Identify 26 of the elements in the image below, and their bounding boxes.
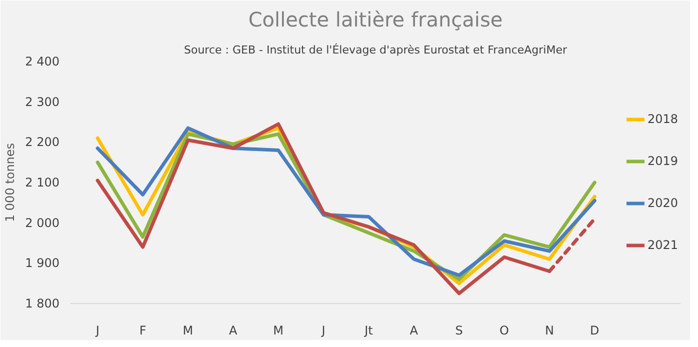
x-tick-label: A (410, 324, 419, 338)
y-tick-label: 1 800 (25, 296, 60, 310)
x-tick-label: J (320, 324, 326, 338)
x-tick-label: N (544, 324, 554, 338)
y-tick-label: 2 200 (25, 135, 60, 150)
y-tick-label: 2 000 (25, 216, 60, 230)
y-tick-label: 2 300 (25, 94, 60, 109)
y-tick-label: 2 400 (25, 54, 60, 68)
x-tick-label: M (182, 324, 194, 338)
y-axis-title: 1 000 tonnes (3, 142, 18, 222)
legend-label: 2021 (647, 238, 678, 252)
x-tick-label: S (455, 324, 463, 338)
x-tick-label: D (590, 324, 600, 338)
x-tick-label: Jt (364, 324, 374, 338)
source-note: Source : GEB - Institut de l'Élevage d'après Eurostat et FranceAgriMer (184, 42, 568, 56)
legend-label: 2019 (647, 154, 678, 168)
x-tick-label: F (139, 324, 146, 338)
legend-label: 2020 (647, 196, 678, 210)
y-tick-label: 2 100 (25, 176, 60, 190)
x-tick-label: O (500, 324, 510, 338)
x-tick-label: M (273, 324, 284, 338)
x-tick-label: A (229, 324, 238, 338)
legend-label: 2018 (647, 112, 678, 126)
x-tick-label: J (94, 324, 100, 338)
y-tick-label: 1 900 (25, 256, 60, 270)
chart-title: Collecte laitière française (248, 8, 503, 32)
